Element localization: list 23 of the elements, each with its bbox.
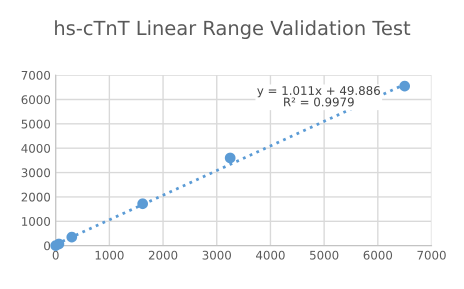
- x-tick-label: 4000: [256, 250, 285, 260]
- x-tick-label: 0: [52, 250, 59, 260]
- y-tick-label: 0: [44, 241, 50, 250]
- point: [399, 80, 410, 92]
- point: [224, 152, 236, 164]
- annotation: y = 1.011x + 49.886 R² = 0.9979: [257, 86, 380, 106]
- x-tick-label: 7000: [417, 250, 446, 260]
- point: [137, 198, 148, 210]
- y-tick-label: 5000: [22, 120, 50, 129]
- y-tick-label: 1000: [22, 217, 50, 226]
- x-tick-label: 1000: [96, 250, 124, 260]
- chart-title: hs-cTnT Linear Range Validation Test: [55, 20, 410, 40]
- point: [54, 238, 64, 250]
- x-tick-label: 3000: [202, 250, 231, 260]
- y-tick-label: 2000: [22, 192, 50, 202]
- y-tick-label: 7000: [22, 70, 50, 80]
- point: [66, 232, 78, 242]
- y-tick-label: 6000: [22, 95, 50, 104]
- x-tick-label: 6000: [364, 250, 392, 260]
- y-tick-label: 3000: [22, 168, 50, 178]
- x-tick-label: 2000: [148, 250, 178, 260]
- x-tick-label: 5000: [310, 250, 338, 260]
- y-tick-label: 4000: [21, 144, 50, 153]
